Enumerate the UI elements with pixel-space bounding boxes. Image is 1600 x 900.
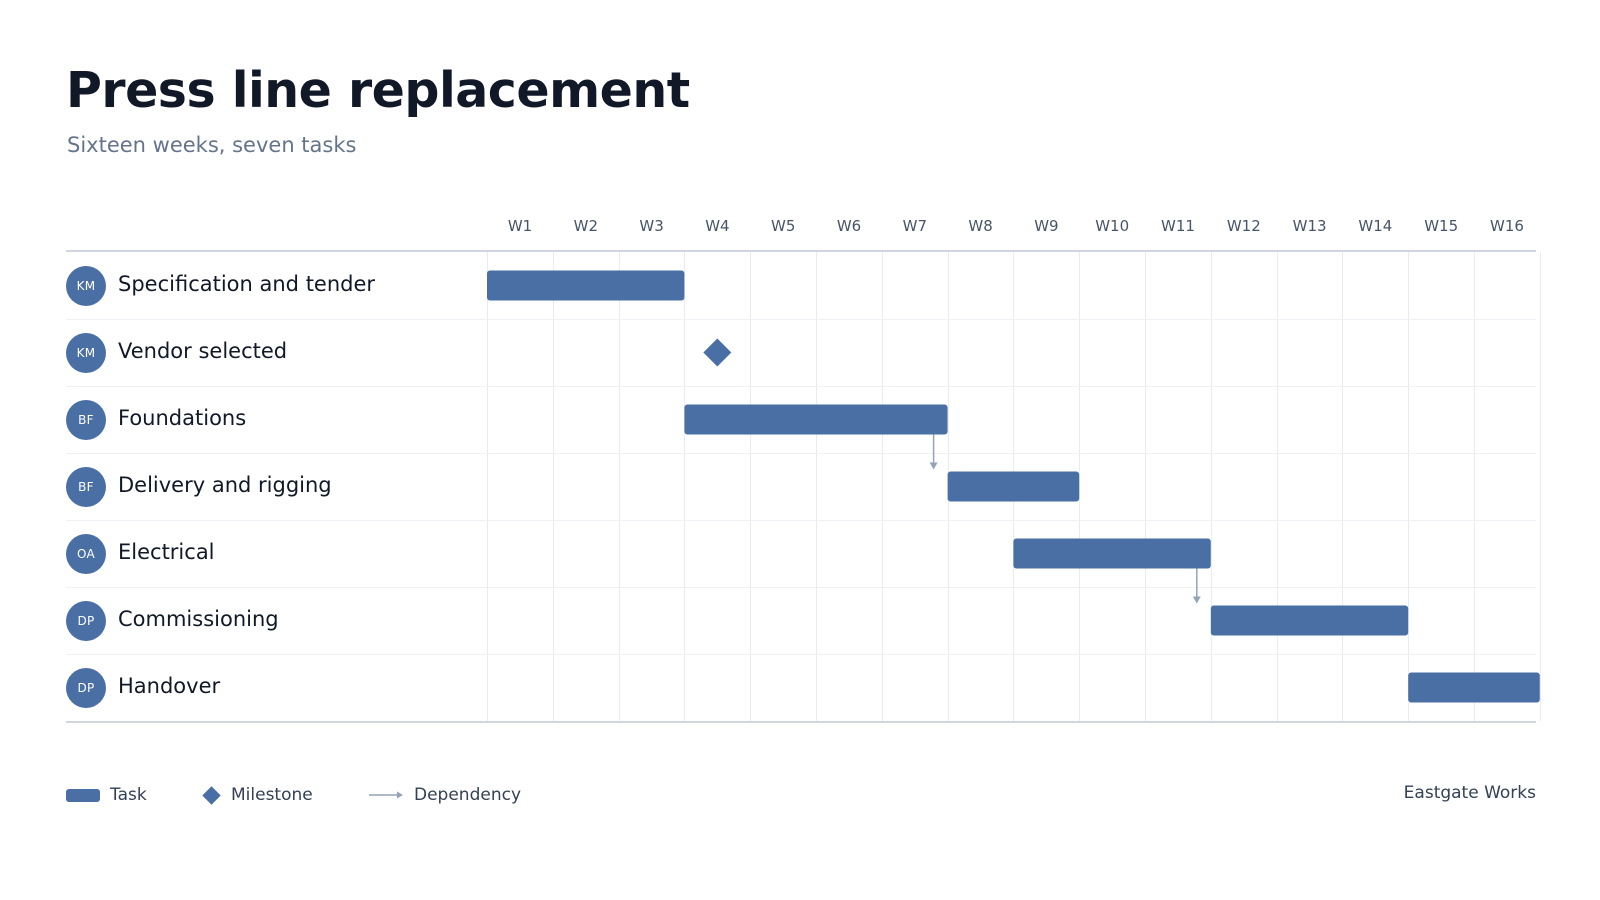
grid-line bbox=[619, 252, 620, 721]
dependency-arrow bbox=[929, 434, 938, 470]
task-row: DP Commissioning bbox=[66, 587, 476, 654]
row-divider bbox=[66, 319, 1536, 320]
chart-bottom-divider bbox=[66, 721, 1536, 723]
milestone-marker[interactable] bbox=[703, 338, 732, 367]
task-name: Vendor selected bbox=[118, 339, 288, 363]
week-label: W15 bbox=[1424, 217, 1459, 235]
grid-line bbox=[1474, 252, 1475, 721]
task-name: Specification and tender bbox=[118, 272, 376, 296]
task-bar[interactable] bbox=[1408, 672, 1540, 703]
week-label: W4 bbox=[705, 217, 730, 235]
grid-line bbox=[1079, 252, 1080, 721]
grid-line bbox=[1145, 252, 1146, 721]
task-row: DP Handover bbox=[66, 654, 476, 721]
week-label: W9 bbox=[1034, 217, 1059, 235]
grid-line bbox=[816, 252, 817, 721]
week-label: W5 bbox=[771, 217, 796, 235]
week-label: W13 bbox=[1292, 217, 1327, 235]
task-swatch-icon bbox=[66, 788, 100, 802]
week-label: W16 bbox=[1490, 217, 1524, 235]
dependency-arrow bbox=[1192, 568, 1201, 604]
task-bar[interactable] bbox=[1013, 538, 1211, 569]
owner-avatar: OA bbox=[66, 534, 106, 574]
task-row: OA Electrical bbox=[66, 520, 476, 587]
grid-line bbox=[750, 252, 751, 721]
owner-avatar: BF bbox=[66, 400, 106, 440]
grid-line bbox=[487, 252, 488, 721]
chart-subtitle: Sixteen weeks, seven tasks bbox=[67, 133, 357, 157]
owner-avatar: DP bbox=[66, 668, 106, 708]
owner-avatar: BF bbox=[66, 467, 106, 507]
row-divider bbox=[66, 520, 1536, 521]
task-bar[interactable] bbox=[947, 471, 1080, 502]
legend-milestone-label: Milestone bbox=[231, 785, 313, 805]
grid-line bbox=[1342, 252, 1343, 721]
task-name: Foundations bbox=[118, 406, 247, 430]
week-label: W14 bbox=[1358, 217, 1393, 235]
legend-item-task: Task bbox=[66, 783, 147, 807]
week-label: W6 bbox=[836, 217, 862, 235]
task-row: KM Specification and tender bbox=[66, 252, 476, 319]
task-bar[interactable] bbox=[684, 404, 948, 435]
week-label: W2 bbox=[573, 217, 598, 235]
task-name: Delivery and rigging bbox=[118, 473, 332, 497]
grid-line bbox=[553, 252, 554, 721]
diamond-icon bbox=[202, 785, 221, 805]
row-divider bbox=[66, 453, 1536, 454]
grid-line bbox=[1211, 252, 1212, 721]
legend-item-milestone: Milestone bbox=[200, 783, 313, 807]
grid-line bbox=[1277, 252, 1278, 721]
grid-line bbox=[1408, 252, 1409, 721]
grid-line bbox=[684, 252, 685, 721]
row-divider bbox=[66, 587, 1536, 588]
week-label: W1 bbox=[507, 217, 533, 235]
legend-task-label: Task bbox=[110, 785, 147, 805]
week-label: W11 bbox=[1161, 217, 1195, 235]
task-row: BF Foundations bbox=[66, 386, 476, 453]
task-name: Handover bbox=[118, 674, 221, 698]
legend-dependency-label: Dependency bbox=[414, 785, 522, 805]
arrow-right-icon bbox=[369, 791, 403, 799]
row-divider bbox=[66, 654, 1536, 655]
task-bar[interactable] bbox=[487, 270, 685, 301]
task-row: BF Delivery and rigging bbox=[66, 453, 476, 520]
week-label: W12 bbox=[1226, 217, 1261, 235]
week-label: W7 bbox=[902, 217, 927, 235]
header-divider bbox=[66, 250, 1536, 252]
owner-avatar: KM bbox=[66, 266, 106, 306]
task-row: KM Vendor selected bbox=[66, 319, 476, 386]
owner-avatar: KM bbox=[66, 333, 106, 373]
grid-line bbox=[1540, 252, 1541, 721]
owner-avatar: DP bbox=[66, 601, 106, 641]
row-divider bbox=[66, 386, 1536, 387]
week-label: W3 bbox=[639, 217, 664, 235]
task-name: Commissioning bbox=[118, 607, 279, 631]
task-bar[interactable] bbox=[1210, 605, 1409, 636]
legend-item-dependency: Dependency bbox=[368, 783, 521, 807]
organization-name: Eastgate Works bbox=[1403, 783, 1536, 803]
grid-line bbox=[882, 252, 883, 721]
chart-title: Press line replacement bbox=[66, 62, 690, 119]
week-label: W10 bbox=[1095, 217, 1130, 235]
week-label: W8 bbox=[968, 217, 993, 235]
task-name: Electrical bbox=[118, 540, 215, 564]
